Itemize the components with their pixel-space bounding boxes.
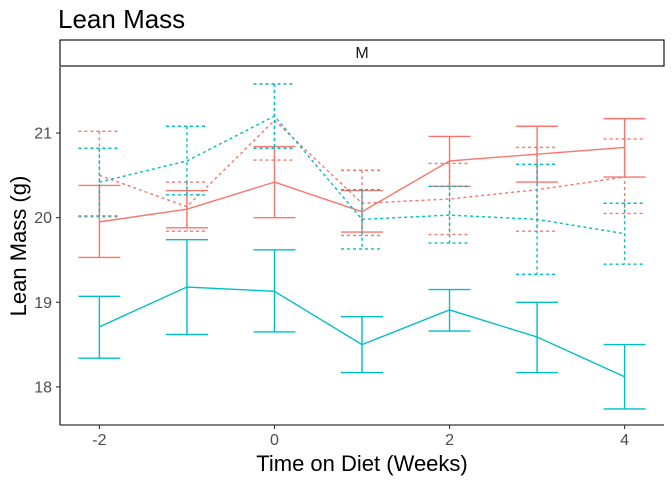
x-tick-label: 0 [270,432,279,449]
plot-area: 18 19 20 21 -2 0 2 4 [34,67,664,449]
series-teal-dashed [78,83,646,276]
y-tick-label: 21 [34,126,52,143]
error-bar [341,189,383,250]
y-tick-label: 19 [34,295,52,312]
series-line [99,286,625,378]
facet-label: M [355,45,368,62]
series-layer [78,83,646,410]
error-bar [165,125,208,196]
facet-strip [59,39,665,67]
series-teal-solid [78,238,646,410]
y-axis-ticks: 18 19 20 21 [34,126,60,396]
x-axis-title: Time on Diet (Weeks) [256,451,468,476]
x-axis-ticks: -2 0 2 4 [92,425,629,449]
x-tick-label: 4 [620,432,629,449]
x-tick-label: 2 [445,432,454,449]
y-axis-title: Lean Mass (g) [6,176,31,317]
chart-title: Lean Mass [58,4,185,34]
series-line [99,115,625,235]
series-red-solid [78,117,646,259]
y-tick-label: 20 [34,210,52,227]
error-bar [603,138,646,215]
y-tick-label: 18 [34,379,52,396]
error-bar [603,202,646,265]
error-bar [78,147,121,217]
x-tick-label: -2 [92,432,106,449]
error-bar [78,295,121,359]
error-bar [428,185,471,244]
